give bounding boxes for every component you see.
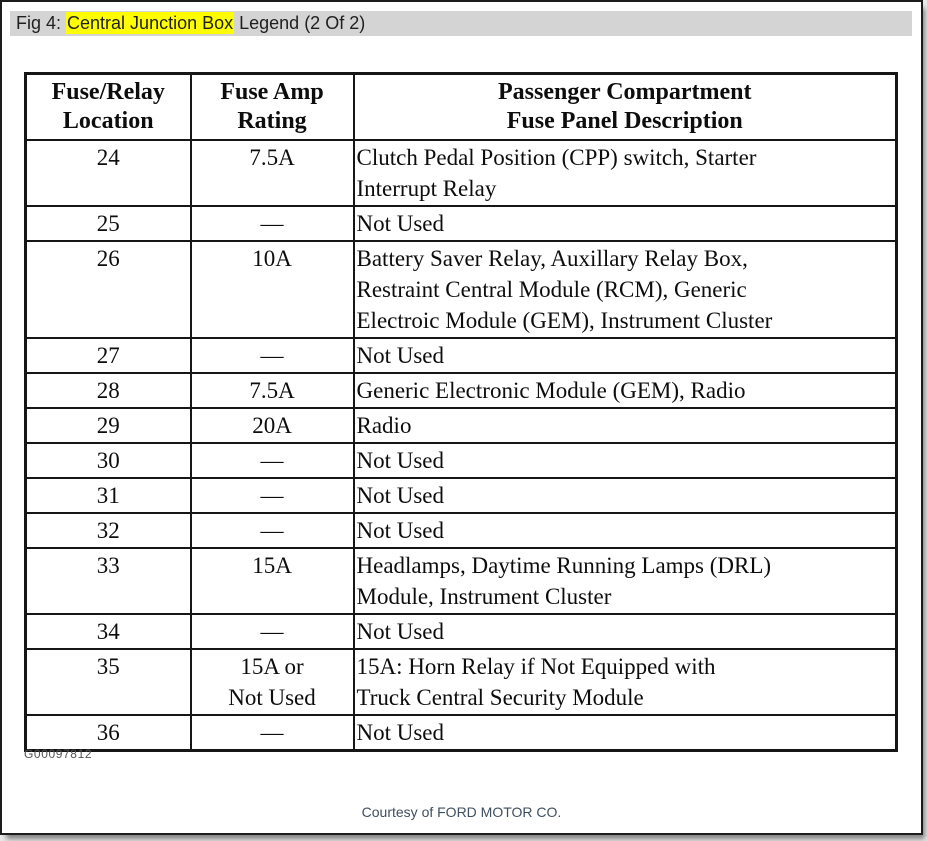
table-row: 24 7.5A Clutch Pedal Position (CPP) swit… [24,139,898,207]
figure-caption-bar: Fig 4: Central Junction Box Legend (2 Of… [10,11,912,36]
location-cell: 36 [24,714,192,752]
location-cell: 34 [24,613,192,650]
location-cell: 35 [24,648,192,716]
rating-cell: — [189,337,355,374]
header-fuse-relay-location: Fuse/Relay Location [24,72,192,141]
rating-cell: 7.5A [189,139,355,207]
table-row: 32 — Not Used [24,512,898,549]
location-cell: 29 [24,407,192,444]
table-row: 28 7.5A Generic Electronic Module (GEM),… [24,372,898,409]
location-cell: 30 [24,442,192,479]
rating-cell: 15A [189,547,355,615]
description-cell: Not Used [352,337,898,374]
description-cell: Battery Saver Relay, Auxillary Relay Box… [352,240,898,339]
description-cell: Not Used [352,442,898,479]
fuse-table-body: 24 7.5A Clutch Pedal Position (CPP) swit… [24,139,898,752]
table-row: 25 — Not Used [24,205,898,242]
table-row: 27 — Not Used [24,337,898,374]
table-row: 26 10A Battery Saver Relay, Auxillary Re… [24,240,898,339]
location-cell: 31 [24,477,192,514]
table-row: 29 20A Radio [24,407,898,444]
rating-cell: — [189,613,355,650]
rating-cell: 20A [189,407,355,444]
rating-cell: — [189,512,355,549]
figure-caption-prefix: Fig 4: [16,13,67,33]
rating-cell: — [189,442,355,479]
rating-cell: — [189,205,355,242]
rating-cell: — [189,477,355,514]
description-cell: Generic Electronic Module (GEM), Radio [352,372,898,409]
location-cell: 25 [24,205,192,242]
doc-number: G00097812 [24,747,93,761]
description-cell: Not Used [352,205,898,242]
description-cell: Radio [352,407,898,444]
table-row: 30 — Not Used [24,442,898,479]
description-cell: Headlamps, Daytime Running Lamps (DRL) M… [352,547,898,615]
location-cell: 27 [24,337,192,374]
table-row: 31 — Not Used [24,477,898,514]
fuse-legend-table: Fuse/Relay Location Fuse Amp Rating Pass… [24,72,898,752]
header-fuse-panel-description: Passenger Compartment Fuse Panel Descrip… [352,72,898,141]
rating-cell: — [189,714,355,752]
rating-cell: 10A [189,240,355,339]
header-fuse-amp-rating: Fuse Amp Rating [189,72,355,141]
table-row: 35 15A or Not Used 15A: Horn Relay if No… [24,648,898,716]
table-row: 34 — Not Used [24,613,898,650]
location-cell: 24 [24,139,192,207]
figure-caption-suffix: Legend (2 Of 2) [234,13,366,33]
location-cell: 33 [24,547,192,615]
table-header-row: Fuse/Relay Location Fuse Amp Rating Pass… [24,72,898,141]
description-cell: Not Used [352,477,898,514]
location-cell: 26 [24,240,192,339]
rating-cell: 7.5A [189,372,355,409]
courtesy-note: Courtesy of FORD MOTOR CO. [361,804,562,820]
location-cell: 28 [24,372,192,409]
table-row: 36 — Not Used [24,714,898,752]
description-cell: Not Used [352,613,898,650]
description-cell: Clutch Pedal Position (CPP) switch, Star… [352,139,898,207]
location-cell: 32 [24,512,192,549]
description-cell: Not Used [352,512,898,549]
figure-caption-highlight: Central Junction Box [66,12,235,34]
rating-cell: 15A or Not Used [189,648,355,716]
description-cell: Not Used [352,714,898,752]
table-row: 33 15A Headlamps, Daytime Running Lamps … [24,547,898,615]
description-cell: 15A: Horn Relay if Not Equipped with Tru… [352,648,898,716]
